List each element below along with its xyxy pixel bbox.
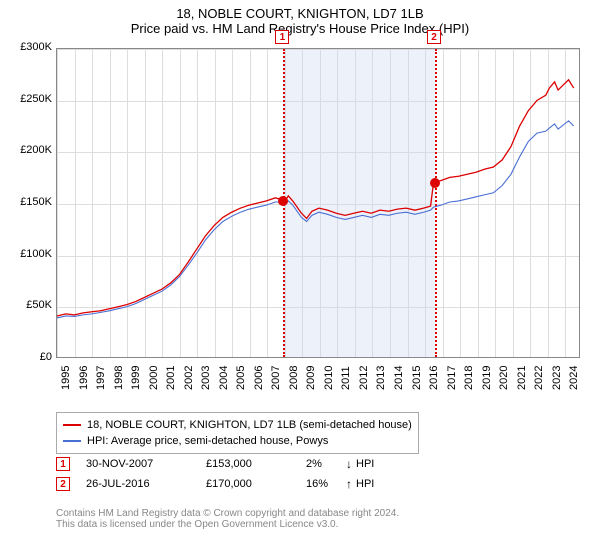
page-title: 18, NOBLE COURT, KNIGHTON, LD7 1LB — [0, 0, 600, 21]
arrow-icon: ↓ — [346, 457, 352, 471]
x-axis-label: 2006 — [253, 366, 265, 390]
transaction-price: £153,000 — [206, 458, 306, 470]
footer-text: Contains HM Land Registry data © Crown c… — [56, 508, 399, 530]
x-axis-label: 2014 — [393, 366, 405, 390]
y-axis-label: £250K — [2, 93, 52, 105]
x-axis-label: 1998 — [113, 366, 125, 390]
y-axis-label: £100K — [2, 248, 52, 260]
transaction-number-box: 2 — [56, 477, 70, 491]
x-axis-label: 1997 — [95, 366, 107, 390]
x-axis-label: 2008 — [288, 366, 300, 390]
x-axis-label: 2018 — [463, 366, 475, 390]
y-axis-label: £200K — [2, 144, 52, 156]
transaction-tag: HPI — [356, 478, 374, 490]
x-axis-label: 2020 — [498, 366, 510, 390]
transaction-pct: 2% — [306, 458, 346, 470]
transaction-date: 30-NOV-2007 — [86, 458, 206, 470]
x-axis-label: 2012 — [358, 366, 370, 390]
x-axis-label: 1999 — [130, 366, 142, 390]
x-axis-label: 2003 — [200, 366, 212, 390]
x-axis-label: 2007 — [270, 366, 282, 390]
legend-box: 18, NOBLE COURT, KNIGHTON, LD7 1LB (semi… — [56, 412, 419, 454]
transaction-number-box: 1 — [56, 457, 70, 471]
sale-marker-number-box: 2 — [427, 30, 441, 44]
x-axis-label: 2016 — [428, 366, 440, 390]
x-axis-label: 2010 — [323, 366, 335, 390]
footer-line-2: This data is licensed under the Open Gov… — [56, 519, 399, 530]
y-axis-label: £150K — [2, 196, 52, 208]
x-axis-label: 2009 — [305, 366, 317, 390]
x-axis-label: 2021 — [516, 366, 528, 390]
transaction-price: £170,000 — [206, 478, 306, 490]
legend-row: HPI: Average price, semi-detached house,… — [63, 433, 412, 449]
legend-label: HPI: Average price, semi-detached house,… — [87, 435, 328, 447]
chart-plot-area — [56, 48, 580, 358]
x-axis-label: 2013 — [375, 366, 387, 390]
legend-label: 18, NOBLE COURT, KNIGHTON, LD7 1LB (semi… — [87, 419, 412, 431]
x-axis-label: 2015 — [411, 366, 423, 390]
arrow-icon: ↑ — [346, 477, 352, 491]
x-axis-label: 2000 — [148, 366, 160, 390]
sale-marker-number-box: 1 — [275, 30, 289, 44]
x-axis-label: 2024 — [568, 366, 580, 390]
page-subtitle: Price paid vs. HM Land Registry's House … — [0, 21, 600, 40]
y-axis-label: £50K — [2, 299, 52, 311]
transaction-pct: 16% — [306, 478, 346, 490]
transaction-table: 1 30-NOV-2007£153,0002%↓ HPI 2 26-JUL-2016£1… — [56, 454, 374, 494]
transaction-row: 1 30-NOV-2007£153,0002%↓ HPI — [56, 454, 374, 474]
x-axis-label: 1996 — [78, 366, 90, 390]
y-axis-label: £0 — [2, 351, 52, 363]
footer-line-1: Contains HM Land Registry data © Crown c… — [56, 508, 399, 519]
transaction-row: 2 26-JUL-2016£170,00016%↑ HPI — [56, 474, 374, 494]
series-property — [57, 80, 574, 316]
legend-row: 18, NOBLE COURT, KNIGHTON, LD7 1LB (semi… — [63, 417, 412, 433]
chart-lines-svg — [57, 49, 579, 357]
x-axis-label: 2002 — [183, 366, 195, 390]
legend-swatch — [63, 424, 81, 426]
x-axis-label: 2005 — [235, 366, 247, 390]
x-axis-label: 2017 — [446, 366, 458, 390]
x-axis-label: 2019 — [481, 366, 493, 390]
x-axis-label: 1995 — [60, 366, 72, 390]
legend-swatch — [63, 440, 81, 442]
x-axis-label: 2022 — [533, 366, 545, 390]
x-axis-label: 2001 — [165, 366, 177, 390]
x-axis-label: 2011 — [340, 366, 352, 390]
transaction-date: 26-JUL-2016 — [86, 478, 206, 490]
transaction-tag: HPI — [356, 458, 374, 470]
x-axis-label: 2023 — [551, 366, 563, 390]
series-hpi — [57, 121, 574, 318]
y-axis-label: £300K — [2, 41, 52, 53]
x-axis-label: 2004 — [218, 366, 230, 390]
